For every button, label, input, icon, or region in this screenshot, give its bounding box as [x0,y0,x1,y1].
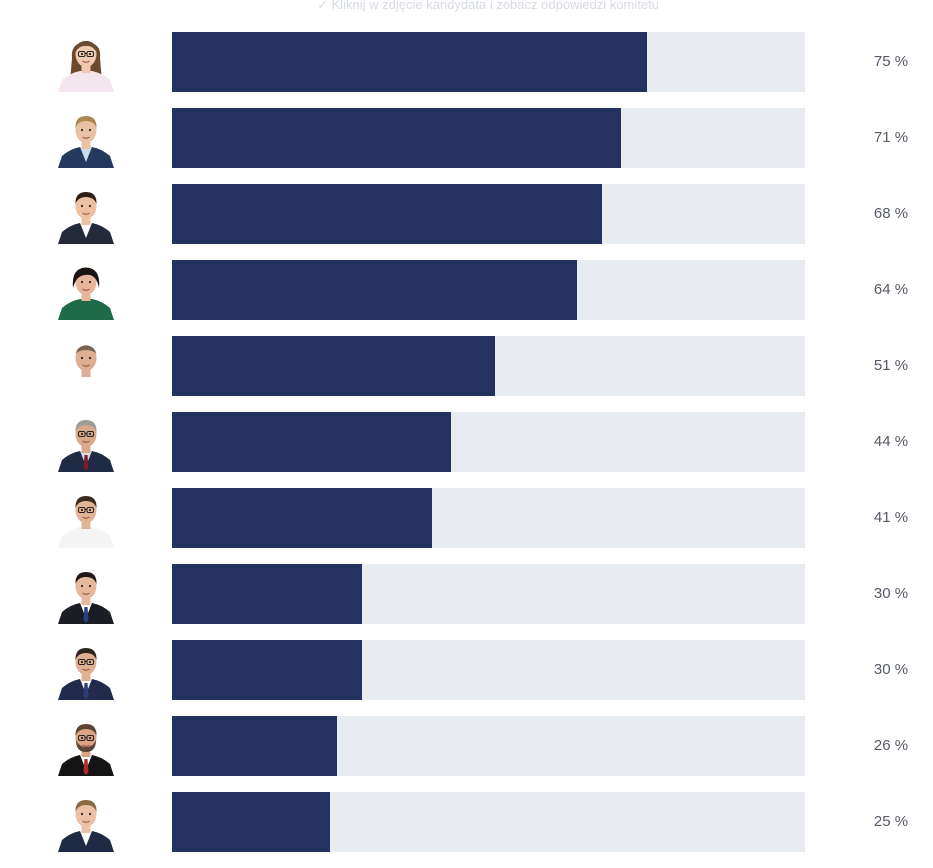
result-percent-label: 75 % [873,53,909,70]
candidate-photo[interactable] [56,792,116,852]
result-percent-label: 41 % [873,509,909,526]
candidate-photo-icon [56,184,116,244]
result-bar-track [172,412,805,472]
result-bar-track [172,564,805,624]
candidate-photo[interactable] [56,488,116,548]
candidate-photo-icon [56,336,116,396]
result-percent-label: 30 % [873,661,909,678]
candidate-row: 51 % [0,336,933,396]
result-bar-fill [172,488,432,548]
result-bar-track [172,32,805,92]
result-bar-fill [172,412,451,472]
candidate-photo[interactable] [56,716,116,776]
candidate-row: 30 % [0,640,933,700]
result-bar-fill [172,260,578,320]
candidate-row: 26 % [0,716,933,776]
result-bar-fill [172,716,337,776]
candidate-row: 64 % [0,260,933,320]
candidate-photo-icon [56,412,116,472]
candidate-photo-icon [56,564,116,624]
candidate-row: 30 % [0,564,933,624]
candidate-photo[interactable] [56,108,116,168]
candidate-photo[interactable] [56,564,116,624]
candidate-row: 68 % [0,184,933,244]
result-bar-fill [172,336,495,396]
result-percent-label: 25 % [873,813,909,830]
candidate-photo[interactable] [56,640,116,700]
result-bar-track [172,336,805,396]
candidate-photo[interactable] [56,412,116,472]
candidate-results-list: 75 % 71 % 68 % 64 % 51 % 44 % 41 % 30 % 30 % 26 %… [0,32,933,868]
result-bar-track [172,260,805,320]
result-percent-label: 68 % [873,205,909,222]
candidate-photo[interactable] [56,260,116,320]
candidate-row: 75 % [0,32,933,92]
result-bar-fill [172,564,362,624]
candidate-photo-icon [56,488,116,548]
result-bar-fill [172,184,603,244]
result-percent-label: 64 % [873,281,909,298]
candidate-photo-icon [56,260,116,320]
result-percent-label: 44 % [873,433,909,450]
candidate-row: 44 % [0,412,933,472]
candidate-photo-icon [56,640,116,700]
candidate-photo-icon [56,792,116,852]
candidate-photo[interactable] [56,32,116,92]
result-percent-label: 30 % [873,585,909,602]
candidate-row: 71 % [0,108,933,168]
result-bar-fill [172,108,622,168]
result-bar-fill [172,792,331,852]
result-bar-track [172,488,805,548]
candidate-photo-icon [56,32,116,92]
candidate-photo-icon [56,108,116,168]
candidate-photo[interactable] [56,184,116,244]
result-percent-label: 71 % [873,129,909,146]
result-bar-track [172,716,805,776]
result-bar-track [172,792,805,852]
result-percent-label: 26 % [873,737,909,754]
result-bar-track [172,640,805,700]
candidate-row: 41 % [0,488,933,548]
result-bar-track [172,184,805,244]
candidate-photo-icon [56,716,116,776]
result-bar-track [172,108,805,168]
candidate-photo[interactable] [56,336,116,396]
candidate-row: 25 % [0,792,933,852]
instruction-hint: ✓ Kliknij w zdjęcie kandydata i zobacz o… [317,0,659,12]
result-bar-fill [172,640,362,700]
result-bar-fill [172,32,647,92]
result-percent-label: 51 % [873,357,909,374]
